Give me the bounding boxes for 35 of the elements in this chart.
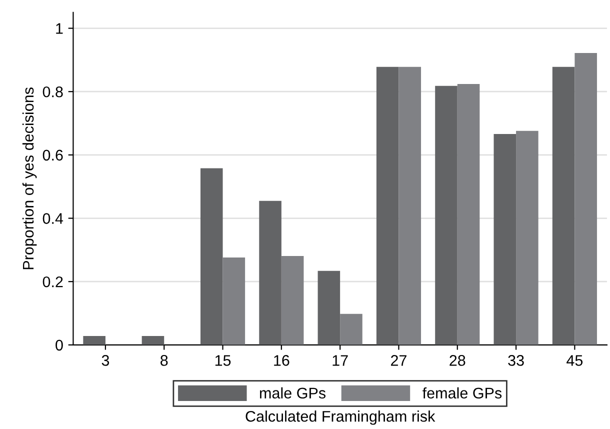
y-tick-label: 0 bbox=[56, 340, 63, 351]
x-tick-label: 33 bbox=[508, 355, 524, 366]
x-tick-label: 28 bbox=[450, 355, 466, 366]
bar bbox=[552, 66, 575, 345]
y-tick-label: 0.6 bbox=[42, 150, 63, 161]
y-tick-label: 1 bbox=[56, 23, 63, 34]
bar bbox=[494, 134, 516, 345]
y-tick-label: 0.2 bbox=[42, 276, 63, 288]
x-tick-label: 15 bbox=[215, 355, 231, 366]
bar bbox=[259, 200, 282, 345]
bar bbox=[142, 336, 164, 345]
x-tick-label: 27 bbox=[391, 355, 406, 366]
x-tick-label: 3 bbox=[102, 355, 110, 366]
bar bbox=[398, 66, 422, 345]
bar bbox=[83, 336, 106, 345]
bar bbox=[457, 84, 480, 345]
bar bbox=[281, 256, 304, 345]
x-axis-title: Calculated Framingham risk bbox=[246, 410, 436, 425]
bar bbox=[222, 258, 246, 345]
bar bbox=[516, 130, 538, 345]
y-axis-title: Proportion of yes decisions bbox=[22, 88, 37, 270]
x-tick-label: 45 bbox=[566, 355, 583, 366]
bar bbox=[376, 66, 399, 345]
y-tick-label: 0.4 bbox=[42, 213, 64, 224]
bar bbox=[318, 270, 340, 345]
x-tick-label: 16 bbox=[274, 355, 290, 366]
y-tick-label: 0.8 bbox=[42, 86, 63, 98]
x-tick-label: 8 bbox=[160, 355, 168, 366]
bar bbox=[200, 168, 223, 345]
x-tick-label: 17 bbox=[332, 355, 348, 366]
bar bbox=[435, 86, 458, 345]
legend-label: female GPs bbox=[422, 387, 502, 399]
bar bbox=[340, 314, 362, 345]
legend-label: male GPs bbox=[260, 387, 326, 399]
bar bbox=[574, 52, 597, 345]
